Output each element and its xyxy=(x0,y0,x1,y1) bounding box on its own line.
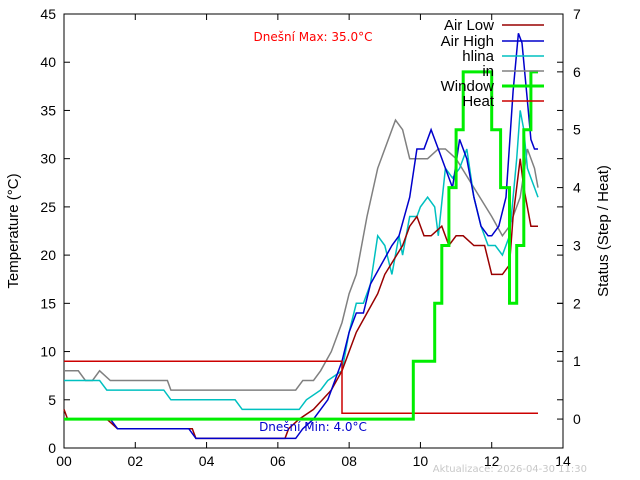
y-tick-label: 40 xyxy=(40,54,56,70)
footer-timestamp: Aktualizace: 2026-04-30 11:30 xyxy=(433,464,587,475)
y2-tick-label: 1 xyxy=(573,353,581,369)
series-line-heat xyxy=(64,360,538,415)
x-tick-label: 06 xyxy=(270,453,286,469)
y-tick-label: 5 xyxy=(48,392,56,408)
series-line-hlina xyxy=(64,110,539,411)
x-tick-label: 08 xyxy=(341,453,357,469)
y2-axis-ticks: 0 1 2 3 4 5 6 7 xyxy=(557,6,581,427)
y-tick-label: 45 xyxy=(40,6,56,22)
min-annotation: Dnešní Min: 4.0°C xyxy=(259,420,367,434)
x-tick-label: 04 xyxy=(199,453,215,469)
y2-tick-label: 5 xyxy=(573,122,581,138)
legend-label-heat: Heat xyxy=(462,93,495,110)
y2-tick-label: 3 xyxy=(573,237,581,253)
series-layer xyxy=(63,33,539,440)
y2-tick-label: 0 xyxy=(573,411,581,427)
x-axis-ticks: 00 02 04 06 08 10 12 14 xyxy=(56,14,571,469)
y2-tick-label: 7 xyxy=(573,6,581,22)
y-tick-label: 35 xyxy=(40,102,56,118)
legend-label-air-high: Air High xyxy=(441,33,494,50)
y-tick-label: 20 xyxy=(40,247,56,263)
y2-axis-title: Status (Step / Heat) xyxy=(595,165,612,297)
y-tick-label: 0 xyxy=(48,440,56,456)
x-tick-label: 14 xyxy=(555,453,571,469)
y2-tick-label: 4 xyxy=(573,180,581,196)
series-line-air-high xyxy=(64,33,538,440)
y-axis-ticks: 0 5 10 15 20 25 30 35 40 45 xyxy=(40,6,563,456)
legend-label-window: Window xyxy=(441,78,495,95)
plot-area xyxy=(63,13,564,449)
series-line-in xyxy=(64,118,539,391)
y-tick-label: 25 xyxy=(40,199,56,215)
x-tick-label: 02 xyxy=(127,453,143,469)
y-tick-label: 30 xyxy=(40,151,56,167)
y-tick-label: 10 xyxy=(40,344,56,360)
legend-label-hlina: hlina xyxy=(462,48,494,65)
y-tick-label: 15 xyxy=(40,295,56,311)
y2-tick-label: 6 xyxy=(573,64,581,80)
legend-label-in: in xyxy=(482,63,494,80)
y2-tick-label: 2 xyxy=(573,295,581,311)
max-annotation: Dnešní Max: 35.0°C xyxy=(254,30,373,44)
series-line-window xyxy=(64,70,538,421)
series-line-air-low xyxy=(63,158,538,440)
x-tick-label: 10 xyxy=(413,453,429,469)
x-tick-label: 12 xyxy=(484,453,500,469)
y-axis-title: Temperature (°C) xyxy=(5,173,22,288)
x-tick-label: 00 xyxy=(56,453,72,469)
legend-label-air-low: Air Low xyxy=(444,17,494,34)
